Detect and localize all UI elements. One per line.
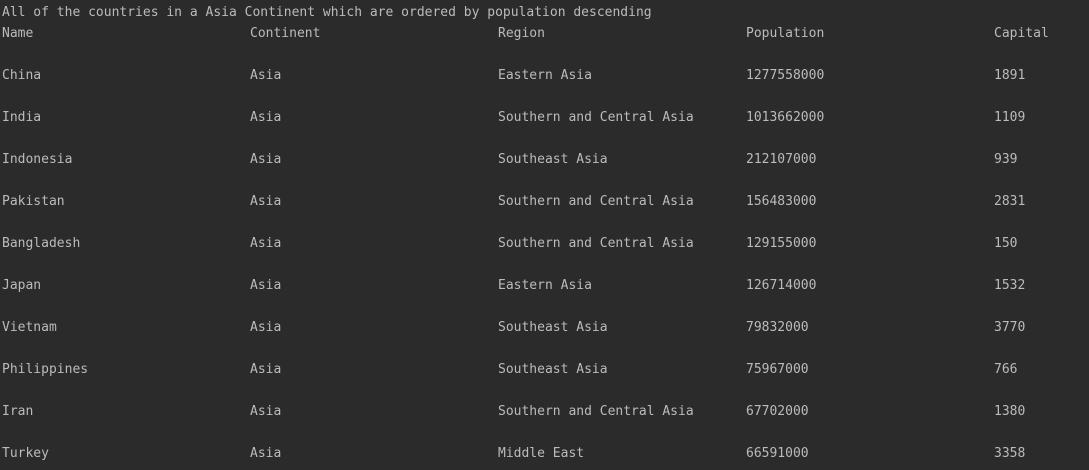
cell-name: Pakistan (2, 194, 65, 209)
table-row: China Asia Eastern Asia 1277558000 1891 (2, 65, 1089, 86)
cell-name: Philippines (2, 362, 89, 377)
cell-name: Iran (2, 404, 34, 419)
blank-line (2, 42, 1089, 63)
cell-name: China (2, 68, 42, 83)
cell-name: Indonesia (2, 152, 73, 167)
table-row: Bangladesh Asia Southern and Central Asia 1… (2, 233, 1089, 254)
cell-population: 75967000 (746, 362, 809, 377)
cell-region: Eastern Asia (498, 68, 592, 83)
cell-population: 212107000 (746, 152, 817, 167)
cell-capital: 3358 (994, 446, 1026, 461)
cell-name: Turkey (2, 446, 49, 461)
header-population: Population (746, 26, 825, 41)
cell-population: 126714000 (746, 278, 817, 293)
blank-line (2, 84, 1089, 105)
cell-name: Bangladesh (2, 236, 81, 251)
cell-capital: 939 (994, 152, 1018, 167)
table-row: Philippines Asia Southeast Asia 75967000 766 (2, 359, 1089, 380)
blank-line (2, 210, 1089, 231)
blank-line (2, 126, 1089, 147)
table-header-row: Name Continent Region Population Capital (2, 23, 1089, 44)
blank-line (2, 336, 1089, 357)
table-row: India Asia Southern and Central Asia 101366… (2, 107, 1089, 128)
table-row: Iran Asia Southern and Central Asia 6770200… (2, 401, 1089, 422)
cell-region: Southern and Central Asia (498, 404, 694, 419)
table-row: Pakistan Asia Southern and Central Asia 156… (2, 191, 1089, 212)
cell-capital: 1380 (994, 404, 1026, 419)
table-row: Japan Asia Eastern Asia 126714000 1532 (2, 275, 1089, 296)
blank-line (2, 294, 1089, 315)
cell-region: Southern and Central Asia (498, 236, 694, 251)
cell-capital: 1109 (994, 110, 1026, 125)
cell-continent: Asia (250, 68, 282, 83)
cell-region: Southern and Central Asia (498, 110, 694, 125)
cell-region: Eastern Asia (498, 278, 592, 293)
cell-capital: 1532 (994, 278, 1026, 293)
cell-continent: Asia (250, 152, 282, 167)
cell-region: Southeast Asia (498, 320, 608, 335)
cell-capital: 766 (994, 362, 1018, 377)
table-row: Indonesia Asia Southeast Asia 212107000 939 (2, 149, 1089, 170)
cell-region: Middle East (498, 446, 585, 461)
cell-population: 1277558000 (746, 68, 825, 83)
cell-capital: 3770 (994, 320, 1026, 335)
cell-continent: Asia (250, 362, 282, 377)
cell-continent: Asia (250, 194, 282, 209)
cell-region: Southern and Central Asia (498, 194, 694, 209)
cell-continent: Asia (250, 446, 282, 461)
cell-population: 156483000 (746, 194, 817, 209)
output-title-line: All of the countries in a Asia Continent… (2, 5, 652, 20)
cell-name: India (2, 110, 42, 125)
table-body: China Asia Eastern Asia 1277558000 1891 India… (2, 42, 1089, 462)
cell-population: 79832000 (746, 320, 809, 335)
header-region: Region (498, 26, 545, 41)
cell-population: 67702000 (746, 404, 809, 419)
table-row: Vietnam Asia Southeast Asia 79832000 3770 (2, 317, 1089, 338)
cell-capital: 150 (994, 236, 1018, 251)
cell-continent: Asia (250, 404, 282, 419)
cell-population: 129155000 (746, 236, 817, 251)
cell-region: Southeast Asia (498, 362, 608, 377)
cell-continent: Asia (250, 278, 282, 293)
table-row: Turkey Asia Middle East 66591000 3358 (2, 443, 1089, 464)
cell-continent: Asia (250, 110, 282, 125)
cell-name: Japan (2, 278, 42, 293)
cell-capital: 2831 (994, 194, 1026, 209)
blank-line (2, 252, 1089, 273)
blank-line (2, 378, 1089, 399)
cell-capital: 1891 (994, 68, 1026, 83)
cell-region: Southeast Asia (498, 152, 608, 167)
header-capital: Capital (994, 26, 1049, 41)
cell-continent: Asia (250, 236, 282, 251)
cell-name: Vietnam (2, 320, 57, 335)
header-continent: Continent (250, 26, 321, 41)
cell-population: 66591000 (746, 446, 809, 461)
cell-population: 1013662000 (746, 110, 825, 125)
cell-continent: Asia (250, 320, 282, 335)
blank-line (2, 168, 1089, 189)
header-name: Name (2, 26, 34, 41)
blank-line (2, 420, 1089, 441)
